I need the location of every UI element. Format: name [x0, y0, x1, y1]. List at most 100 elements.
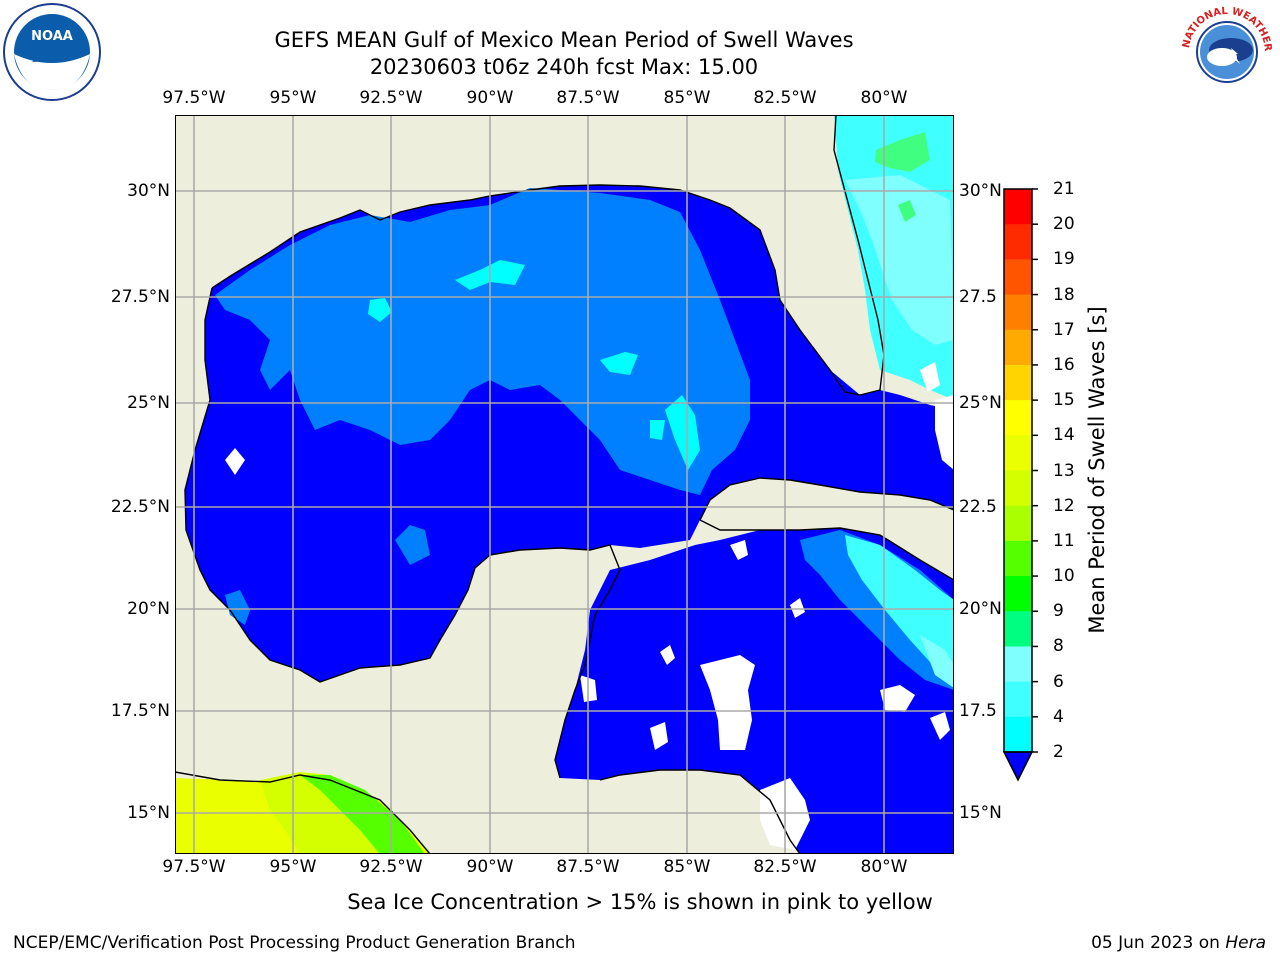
colorbar-swatch [1004, 681, 1032, 718]
colorbar-extension [1002, 751, 1034, 782]
colorbar-label: 20 [1053, 214, 1075, 235]
lat-tick-right: 30°N [959, 181, 1002, 201]
lat-tick-left: 25°N [127, 393, 170, 413]
national-weather-service-logo: NATIONAL WEATHER SERVICE [1176, 2, 1273, 98]
colorbar-label: 11 [1053, 530, 1075, 551]
map-gridlines [175, 115, 954, 854]
no-data-patch [660, 645, 675, 665]
swell-9-10s-region [898, 200, 916, 222]
colorbar-swatch [1004, 611, 1032, 647]
colorbar-label: 18 [1053, 284, 1075, 305]
lon-tick-top: 92.5°W [359, 88, 423, 108]
lon-tick-top: 80°W [860, 88, 908, 108]
colorbar-swatch [1004, 435, 1032, 471]
no-data-patch [930, 712, 950, 740]
svg-text:NOAA: NOAA [31, 29, 73, 44]
colorbar-label: 12 [1053, 495, 1075, 516]
colorbar-label: 16 [1053, 354, 1075, 375]
swell-11-12s-region [300, 775, 425, 854]
lon-tick-top: 87.5°W [556, 88, 620, 108]
lat-tick-right: 20°N [959, 599, 1002, 619]
sea-ice-footnote: Sea Ice Concentration > 15% is shown in … [347, 890, 933, 914]
noaa-logo: NOAA [3, 3, 101, 101]
swell-8-9s-region [845, 175, 954, 345]
colorbar-label: 13 [1053, 460, 1075, 481]
no-data-patch [225, 448, 245, 475]
footer-credit: NCEP/EMC/Verification Post Processing Pr… [13, 933, 576, 953]
lon-tick-top: 97.5°W [162, 88, 226, 108]
swell-4-6s-region [665, 395, 700, 470]
footer-host: Hera [1225, 933, 1266, 953]
lon-tick-top: 95°W [269, 88, 317, 108]
swell-4-6s-region [600, 352, 638, 375]
colorbar-label: 2 [1053, 742, 1064, 762]
colorbar-swatch [1004, 646, 1032, 683]
colorbar-swatch [1004, 189, 1032, 225]
lon-tick-bottom: 80°W [860, 857, 908, 877]
lon-tick-bottom: 97.5°W [162, 857, 226, 877]
colorbar-label: 17 [1053, 319, 1075, 340]
no-data-patch [935, 395, 954, 470]
colorbar-label: 9 [1053, 601, 1064, 622]
swell-8-9s-region [920, 635, 954, 688]
colorbar-label: 4 [1053, 706, 1064, 727]
gulf-of-mexico-map [175, 115, 954, 854]
colorbar-swatch [1004, 224, 1032, 260]
lat-tick-right: 22.5 [959, 497, 997, 517]
colorbar-swatch [1004, 294, 1032, 331]
no-data-patch [880, 685, 915, 712]
footer-date-text: 05 Jun 2023 on [1091, 933, 1226, 953]
swell-4-6s-region [368, 298, 392, 322]
lon-tick-bottom: 95°W [269, 857, 317, 877]
lon-tick-bottom: 87.5°W [556, 857, 620, 877]
lat-tick-left: 30°N [127, 181, 170, 201]
colorbar [1002, 188, 1038, 782]
lon-tick-bottom: 82.5°W [753, 857, 817, 877]
lat-tick-left: 20°N [127, 599, 170, 619]
no-data-patch [650, 722, 668, 750]
lon-tick-top: 85°W [663, 88, 711, 108]
no-data-patch [920, 362, 940, 392]
colorbar-swatch [1004, 470, 1032, 507]
colorbar-swatch [1004, 400, 1032, 436]
coastline [175, 115, 954, 854]
colorbar-label: 6 [1053, 671, 1064, 692]
colorbar-label: 10 [1053, 566, 1075, 587]
colorbar-label: 8 [1053, 636, 1064, 657]
swell-2-4s-region [215, 188, 750, 495]
colorbar-swatch [1004, 540, 1032, 577]
lon-tick-top: 90°W [466, 88, 514, 108]
swell-9-10s-region [875, 132, 930, 172]
swell-2-4s-region [395, 525, 430, 565]
colorbar-swatch [1004, 259, 1032, 296]
swell-2-4s-region [225, 590, 250, 625]
colorbar-title: Mean Period of Swell Waves [s] [1085, 306, 1109, 634]
no-data-patch [790, 598, 805, 618]
lon-tick-top: 82.5°W [753, 88, 817, 108]
swell-2-4s-region [800, 530, 954, 690]
colorbar-swatch [1004, 716, 1032, 753]
lat-tick-left: 27.5°N [110, 287, 170, 307]
lat-tick-right: 17.5 [959, 701, 997, 721]
chart-title: GEFS MEAN Gulf of Mexico Mean Period of … [274, 28, 854, 52]
colorbar-swatch [1004, 505, 1032, 542]
lat-tick-right: 25°N [959, 393, 1002, 413]
lat-tick-left: 17.5°N [110, 701, 170, 721]
colorbar-swatch [1004, 576, 1032, 612]
colorbar-swatch [1004, 364, 1032, 401]
colorbar-label: 15 [1053, 390, 1075, 411]
footer-date: 05 Jun 2023 on Hera [1091, 933, 1266, 953]
lat-tick-right: 27.5 [959, 287, 997, 307]
no-data-patch [730, 540, 748, 560]
lat-tick-left: 22.5°N [110, 497, 170, 517]
no-data-patch [700, 655, 755, 750]
lon-tick-bottom: 90°W [466, 857, 514, 877]
colorbar-label: 21 [1053, 179, 1075, 199]
lat-tick-right: 15°N [959, 803, 1002, 823]
colorbar-label: 14 [1053, 425, 1075, 446]
lon-tick-bottom: 85°W [663, 857, 711, 877]
colorbar-swatch [1004, 329, 1032, 366]
swell-4-6s-region [650, 420, 665, 440]
lat-tick-left: 15°N [127, 803, 170, 823]
lon-tick-bottom: 92.5°W [359, 857, 423, 877]
